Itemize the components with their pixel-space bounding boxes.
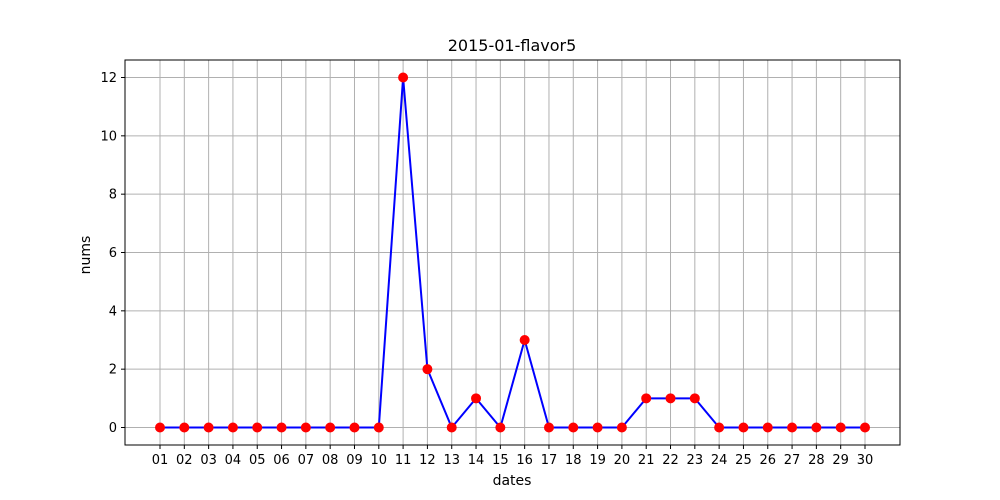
x-axis-label: dates xyxy=(493,473,532,489)
data-point xyxy=(762,422,773,433)
y-axis-label: nums xyxy=(78,236,94,275)
data-point xyxy=(446,422,457,433)
data-point xyxy=(592,422,603,433)
data-point xyxy=(227,422,238,433)
data-point xyxy=(787,422,798,433)
data-point xyxy=(471,393,482,404)
y-tick-label: 2 xyxy=(109,363,117,378)
data-point xyxy=(568,422,579,433)
y-tick-label: 4 xyxy=(109,304,117,319)
x-tick-label: 10 xyxy=(371,453,388,468)
data-point xyxy=(373,422,384,433)
x-tick-label: 19 xyxy=(589,453,606,468)
data-point xyxy=(349,422,360,433)
x-tick-label: 03 xyxy=(200,453,217,468)
y-tick-label: 0 xyxy=(109,421,117,436)
data-point xyxy=(835,422,846,433)
x-tick-label: 29 xyxy=(832,453,849,468)
x-tick-label: 01 xyxy=(152,453,169,468)
data-point xyxy=(811,422,822,433)
tick-labels: 01 02 03 04 05 06 07 08 09 10 11 12 13 14 15 16 17 18 19 20… xyxy=(100,71,873,468)
data-point xyxy=(665,393,676,404)
data-point xyxy=(252,422,263,433)
data-point xyxy=(203,422,214,433)
x-tick-label: 08 xyxy=(322,453,339,468)
x-tick-label: 28 xyxy=(808,453,825,468)
y-tick-label: 8 xyxy=(109,188,117,203)
data-point xyxy=(325,422,336,433)
y-tick-label: 12 xyxy=(100,71,117,86)
x-tick-label: 09 xyxy=(346,453,363,468)
data-point xyxy=(714,422,725,433)
axes xyxy=(121,59,901,449)
data-point xyxy=(495,422,506,433)
x-tick-label: 14 xyxy=(468,453,485,468)
series-layer xyxy=(155,72,870,433)
x-tick-label: 30 xyxy=(857,453,874,468)
x-tick-label: 26 xyxy=(759,453,776,468)
x-tick-label: 20 xyxy=(614,453,631,468)
data-point xyxy=(179,422,190,433)
x-tick-label: 21 xyxy=(638,453,655,468)
x-tick-label: 02 xyxy=(176,453,193,468)
data-point xyxy=(155,422,165,433)
x-tick-label: 27 xyxy=(784,453,801,468)
plot-frame xyxy=(124,59,901,446)
data-point xyxy=(738,422,749,433)
data-point xyxy=(543,422,554,433)
data-point xyxy=(641,393,652,404)
chart-title: 2015-01-flavor5 xyxy=(448,36,577,55)
data-point xyxy=(300,422,311,433)
x-tick-label: 15 xyxy=(492,453,509,468)
x-tick-label: 16 xyxy=(516,453,533,468)
x-tick-label: 18 xyxy=(565,453,582,468)
x-tick-label: 13 xyxy=(443,453,460,468)
y-tick-label: 10 xyxy=(100,129,117,144)
x-tick-label: 25 xyxy=(735,453,752,468)
data-point xyxy=(616,422,627,433)
data-point xyxy=(689,393,700,404)
x-tick-label: 07 xyxy=(298,453,315,468)
x-tick-label: 11 xyxy=(395,453,412,468)
x-tick-label: 17 xyxy=(541,453,558,468)
x-tick-label: 06 xyxy=(273,453,290,468)
data-point xyxy=(519,335,530,345)
x-tick-label: 23 xyxy=(687,453,704,468)
data-point xyxy=(860,422,870,433)
data-point xyxy=(422,364,433,375)
x-tick-label: 04 xyxy=(225,453,242,468)
x-tick-label: 22 xyxy=(662,453,679,468)
x-tick-label: 12 xyxy=(419,453,436,468)
data-point xyxy=(276,422,287,433)
data-point xyxy=(398,72,409,83)
x-tick-label: 05 xyxy=(249,453,266,468)
y-tick-label: 6 xyxy=(109,246,117,261)
x-tick-label: 24 xyxy=(711,453,728,468)
